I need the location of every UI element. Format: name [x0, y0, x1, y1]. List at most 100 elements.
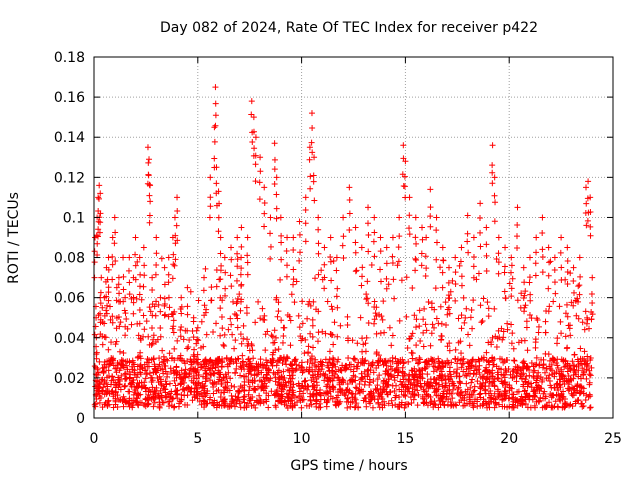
data-point	[195, 371, 202, 378]
data-point	[535, 369, 542, 376]
data-point	[243, 404, 250, 411]
data-point	[112, 229, 119, 236]
data-point	[104, 383, 111, 390]
data-point	[124, 366, 131, 373]
data-point	[193, 392, 200, 399]
data-point	[449, 395, 456, 402]
data-point	[580, 369, 587, 376]
data-point	[504, 326, 511, 333]
data-point	[437, 264, 444, 271]
data-point	[586, 371, 593, 378]
data-point	[132, 251, 139, 258]
data-point	[366, 376, 373, 383]
data-point	[218, 313, 225, 320]
data-point	[237, 363, 244, 370]
data-point	[97, 289, 104, 296]
data-point	[584, 353, 591, 360]
data-point	[458, 273, 465, 280]
data-point	[326, 348, 333, 355]
data-point	[465, 363, 472, 370]
data-point	[181, 401, 188, 408]
data-point	[316, 400, 323, 407]
data-point	[501, 263, 508, 270]
data-point	[409, 355, 416, 362]
data-point	[166, 350, 173, 357]
data-point	[215, 188, 222, 195]
data-point	[178, 303, 185, 310]
data-point	[105, 367, 112, 374]
data-point	[476, 369, 483, 376]
data-point	[346, 210, 353, 217]
data-point	[147, 198, 154, 205]
data-point	[439, 383, 446, 390]
data-point	[476, 362, 483, 369]
data-point	[235, 388, 242, 395]
data-point	[284, 312, 291, 319]
data-point	[260, 374, 267, 381]
data-point	[148, 324, 155, 331]
data-point	[373, 387, 380, 394]
data-point	[495, 375, 502, 382]
data-point	[169, 275, 176, 282]
data-point	[570, 278, 577, 285]
data-point	[125, 267, 132, 274]
data-point	[96, 229, 103, 236]
data-point	[489, 334, 496, 341]
data-point	[480, 379, 487, 386]
data-point	[389, 332, 396, 339]
data-point	[522, 401, 529, 408]
data-point	[370, 378, 377, 385]
data-point	[203, 331, 210, 338]
data-point	[277, 276, 284, 283]
data-point	[377, 234, 384, 241]
data-point	[436, 372, 443, 379]
data-point	[423, 388, 430, 395]
data-point	[260, 399, 267, 406]
data-point	[458, 282, 465, 289]
data-point	[296, 257, 303, 264]
data-point	[488, 398, 495, 405]
data-point	[271, 181, 278, 188]
data-point	[587, 194, 594, 201]
data-point	[491, 382, 498, 389]
data-point	[460, 294, 467, 301]
data-point	[238, 254, 245, 261]
data-point	[118, 360, 125, 367]
data-point	[230, 298, 237, 305]
data-point	[278, 239, 285, 246]
data-point	[272, 374, 279, 381]
data-point	[97, 190, 104, 197]
data-point	[553, 369, 560, 376]
data-point	[463, 380, 470, 387]
data-point	[417, 338, 424, 345]
data-point	[295, 382, 302, 389]
data-point	[523, 318, 530, 325]
data-point	[141, 379, 148, 386]
data-point	[228, 283, 235, 290]
data-point	[558, 264, 565, 271]
data-point	[395, 369, 402, 376]
data-point	[302, 194, 309, 201]
data-point	[194, 366, 201, 373]
data-point	[278, 398, 285, 405]
data-point	[159, 347, 166, 354]
data-point	[509, 394, 516, 401]
data-point	[319, 328, 326, 335]
data-point	[406, 212, 413, 219]
data-point	[103, 307, 110, 314]
data-point	[329, 383, 336, 390]
data-point	[485, 313, 492, 320]
data-point	[221, 254, 228, 261]
y-tick-label: 0.18	[54, 50, 85, 66]
data-point	[491, 192, 498, 199]
data-point	[261, 210, 268, 217]
data-point	[218, 363, 225, 370]
data-point	[311, 154, 318, 161]
data-point	[309, 371, 316, 378]
data-point	[141, 262, 148, 269]
data-point	[252, 178, 259, 185]
data-point	[256, 392, 263, 399]
data-point	[583, 222, 590, 229]
data-point	[396, 214, 403, 221]
data-point	[576, 282, 583, 289]
